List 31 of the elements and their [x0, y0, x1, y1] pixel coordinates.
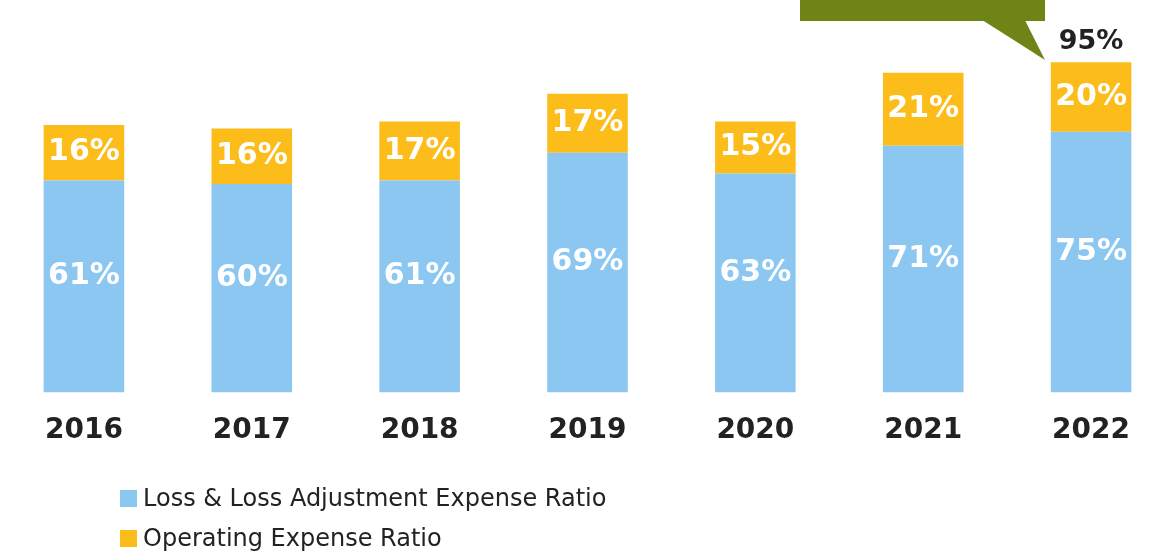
- bar: [379, 180, 460, 393]
- data-label: 17%: [383, 130, 456, 166]
- data-label: 61%: [48, 256, 120, 292]
- data-label: 63%: [719, 252, 792, 288]
- total-label: 95%: [1058, 24, 1124, 56]
- bar: [547, 152, 628, 393]
- data-label: 21%: [887, 89, 960, 125]
- x-tick-label: 2020: [716, 412, 795, 446]
- data-label: 15%: [719, 127, 792, 163]
- legend-label: Operating Expense Ratio: [143, 524, 442, 552]
- x-tick-label: 2018: [380, 412, 459, 446]
- data-label: 71%: [887, 238, 960, 274]
- bar: [1050, 131, 1132, 393]
- legend-label: Loss & Loss Adjustment Expense Ratio: [143, 484, 607, 512]
- data-label: 75%: [1055, 231, 1127, 267]
- x-tick-label: 2022: [1052, 412, 1131, 446]
- data-label: 16%: [48, 132, 120, 168]
- data-label: 20%: [1055, 76, 1127, 112]
- data-label: 17%: [551, 102, 624, 138]
- x-tick-label: 2019: [548, 412, 627, 446]
- data-label: 16%: [215, 135, 288, 171]
- bar: [43, 180, 125, 393]
- data-label: 69%: [551, 242, 624, 278]
- x-tick-label: 2017: [212, 412, 291, 446]
- bar: [211, 183, 293, 393]
- bar: [882, 145, 964, 393]
- data-label: 60%: [215, 257, 288, 293]
- bar: [715, 173, 796, 393]
- x-tick-label: 2021: [884, 412, 963, 446]
- data-label: 61%: [383, 256, 456, 292]
- x-tick-label: 2016: [44, 412, 123, 446]
